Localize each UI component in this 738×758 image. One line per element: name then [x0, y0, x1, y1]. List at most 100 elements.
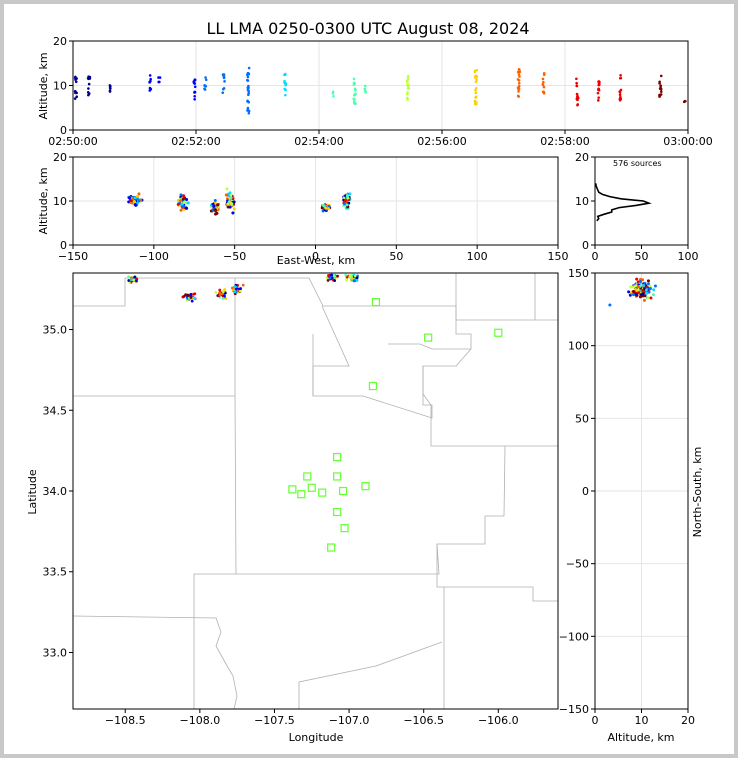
altitude-north-south-panel: 0 10 20 −150 −100 −50 0 50 100 150 Altitude, km N…: [559, 267, 704, 744]
source-point: [182, 194, 186, 198]
source-point: [597, 83, 601, 87]
source-point: [405, 96, 409, 100]
station-marker: [307, 483, 316, 492]
source-point: [247, 86, 250, 90]
source-point: [239, 287, 243, 290]
altitude-histogram-line: [595, 183, 652, 222]
source-point: [193, 78, 197, 82]
source-point: [283, 73, 286, 77]
east-west-y-tick-label: 0: [60, 239, 67, 252]
source-point: [542, 80, 545, 84]
station-marker: [327, 543, 336, 552]
source-point: [133, 196, 137, 200]
source-point: [634, 284, 638, 288]
time-height-x-tick-label: 02:50:00: [48, 135, 97, 148]
source-point: [635, 277, 639, 281]
source-point: [363, 89, 367, 93]
histogram-y-tick-label: 0: [582, 239, 589, 252]
source-point: [223, 288, 227, 291]
source-point: [148, 86, 152, 90]
time-height-y-tick-label: 20: [53, 35, 67, 48]
source-point: [223, 80, 226, 83]
source-point: [629, 285, 633, 289]
source-point: [647, 290, 651, 294]
east-west-y-tick-label: 20: [53, 151, 67, 164]
source-point: [214, 291, 218, 294]
source-point: [353, 274, 357, 278]
plan-view-ylabel: Latitude: [26, 469, 39, 515]
histogram-panel: 0 50 100 0 10 20 576 sources: [575, 151, 699, 263]
east-west-x-tick-label: −150: [58, 250, 88, 263]
source-point: [652, 288, 656, 292]
source-point: [247, 111, 251, 115]
source-point: [230, 202, 234, 206]
source-point: [646, 296, 650, 300]
source-point: [652, 293, 656, 297]
time-height-ylabel: Altitude, km: [37, 52, 50, 119]
time-height-y-tick-label: 10: [53, 80, 67, 93]
source-point: [230, 286, 234, 290]
source-point: [634, 293, 638, 297]
source-point: [648, 287, 652, 291]
source-point: [213, 199, 217, 203]
source-point: [246, 75, 250, 79]
source-point: [246, 88, 250, 92]
county-border: [422, 366, 558, 447]
source-point: [597, 99, 600, 102]
source-point: [186, 294, 190, 298]
east-west-panel: −150 −100 −50 0 50 100 150 0 10 20 Altitude, km E…: [37, 151, 569, 267]
source-point: [247, 66, 251, 70]
altitude-north-south-y-tick-label: 150: [568, 267, 589, 280]
source-point: [645, 291, 649, 295]
time-height-x-tick-label: 02:58:00: [540, 135, 589, 148]
source-point: [221, 73, 225, 76]
source-count-label: 576 sources: [613, 159, 662, 168]
source-point: [228, 205, 232, 209]
source-point: [246, 100, 249, 103]
source-point: [182, 201, 186, 205]
time-height-panel: 02:50:00 02:52:00 02:54:00 02:56:00 02:58:00…: [37, 35, 713, 148]
station-marker: [333, 507, 342, 517]
source-point: [619, 74, 622, 77]
source-point: [213, 208, 217, 212]
source-point: [474, 95, 478, 99]
source-point: [241, 283, 245, 287]
source-point: [127, 275, 131, 279]
plan-view-y-tick-label: 34.5: [43, 404, 68, 417]
source-point: [637, 291, 641, 295]
source-point: [344, 273, 348, 277]
source-point: [247, 72, 251, 76]
source-point: [332, 94, 335, 98]
source-point: [327, 273, 330, 277]
county-border: [436, 544, 445, 709]
source-point: [575, 92, 579, 96]
time-height-y-tick-label: 0: [60, 124, 67, 137]
source-point: [343, 202, 347, 206]
plan-view-x-tick-label: −107.0: [329, 714, 370, 727]
source-point: [517, 82, 521, 85]
source-point: [641, 292, 645, 296]
source-point: [631, 285, 635, 289]
source-point: [475, 78, 478, 82]
source-point: [542, 71, 546, 75]
source-point: [246, 78, 249, 82]
source-point: [221, 290, 225, 294]
source-point: [354, 102, 357, 106]
source-point: [181, 197, 185, 201]
source-point: [214, 212, 218, 216]
source-point: [331, 90, 335, 94]
source-point: [541, 77, 545, 81]
source-point: [284, 88, 287, 92]
source-point: [148, 80, 151, 84]
source-point: [618, 76, 622, 80]
source-point: [321, 203, 325, 207]
source-point: [229, 196, 233, 200]
county-border: [388, 343, 471, 350]
source-point: [87, 82, 91, 86]
source-point: [473, 75, 477, 78]
source-point: [619, 97, 623, 101]
source-point: [576, 94, 579, 98]
source-point: [353, 87, 357, 91]
source-point: [134, 202, 138, 206]
source-point: [233, 285, 237, 289]
